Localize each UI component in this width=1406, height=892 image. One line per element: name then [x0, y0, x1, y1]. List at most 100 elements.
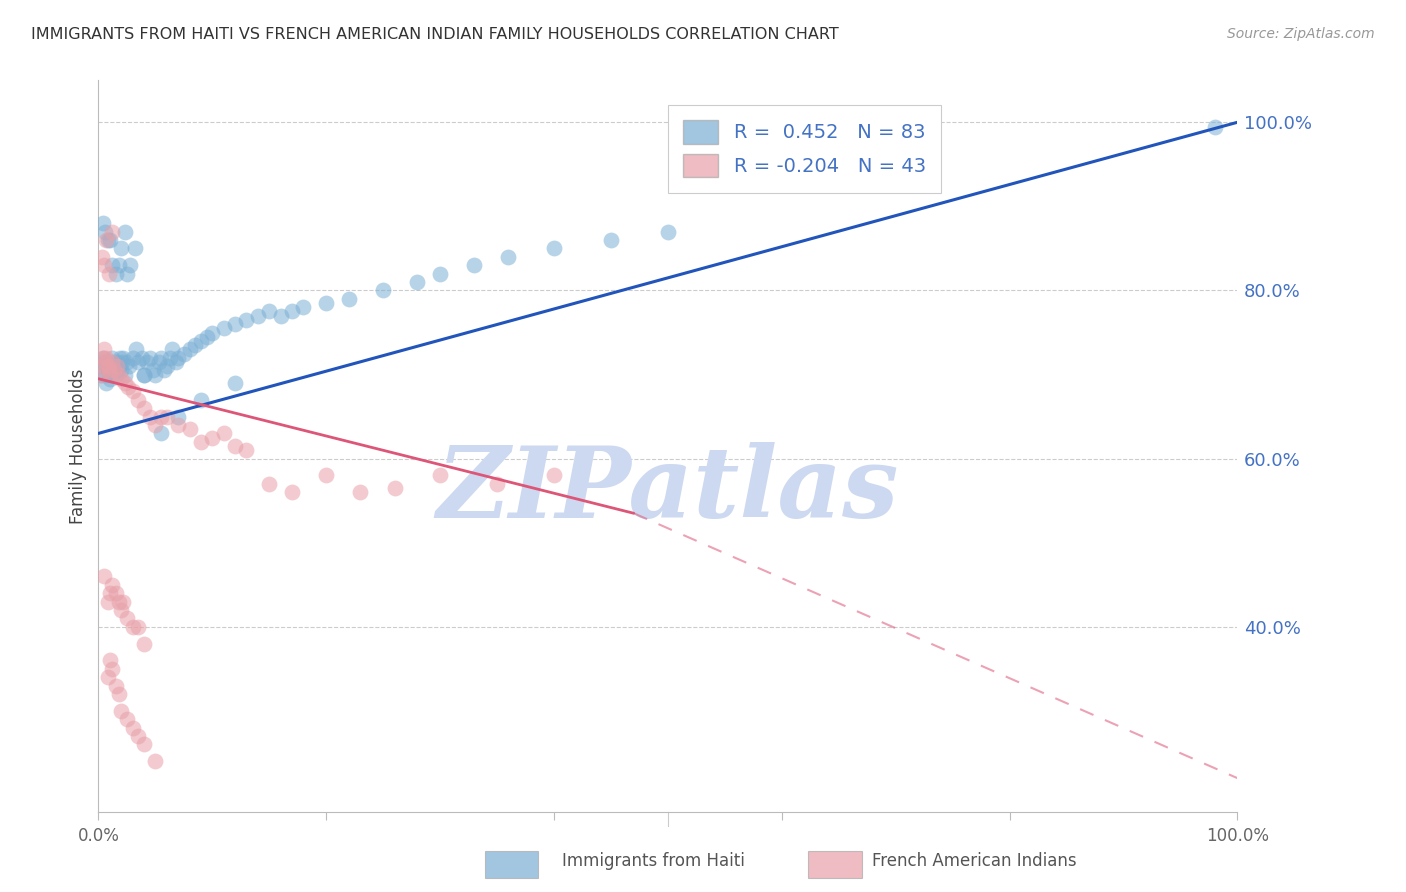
Point [235, 443, 257, 458]
Point [96, 351, 118, 365]
Point [93, 343, 115, 357]
Point [270, 309, 292, 323]
Point [224, 317, 246, 331]
Point [96, 376, 118, 390]
Point [90, 250, 112, 264]
Point [94, 225, 117, 239]
Point [114, 368, 136, 382]
Point [337, 292, 360, 306]
Point [156, 359, 179, 373]
Point [111, 355, 134, 369]
Point [136, 355, 159, 369]
Point [101, 578, 124, 592]
Point [246, 309, 269, 323]
Point [93, 355, 115, 369]
Point [108, 368, 131, 382]
Point [98, 653, 121, 667]
Point [101, 351, 124, 365]
Point [657, 225, 679, 239]
Point [132, 636, 155, 650]
Point [543, 242, 565, 256]
Point [162, 343, 184, 357]
Point [201, 431, 224, 445]
Point [153, 363, 176, 377]
Point [371, 284, 394, 298]
Point [115, 611, 138, 625]
Point [110, 363, 132, 377]
Point [150, 409, 173, 424]
Point [108, 351, 131, 365]
Point [224, 376, 246, 390]
Point [93, 258, 115, 272]
Point [179, 343, 201, 357]
Y-axis label: Family Households: Family Households [69, 368, 87, 524]
Point [108, 687, 131, 701]
Point [121, 620, 143, 634]
Point [98, 233, 121, 247]
Point [127, 392, 149, 407]
Point [114, 376, 136, 390]
Point [115, 712, 138, 726]
Point [94, 368, 117, 382]
Point [167, 351, 190, 365]
Point [91, 351, 114, 365]
Point [103, 363, 125, 377]
Point [190, 392, 212, 407]
Point [145, 368, 167, 382]
Point [121, 384, 143, 399]
Point [259, 304, 281, 318]
Point [132, 738, 155, 752]
Point [212, 426, 235, 441]
Point [184, 338, 207, 352]
Point [108, 258, 131, 272]
Point [132, 368, 155, 382]
Point [167, 417, 190, 432]
Point [173, 346, 195, 360]
Point [132, 368, 155, 382]
Point [103, 363, 125, 377]
Point [406, 275, 429, 289]
Point [112, 594, 135, 608]
Point [96, 359, 118, 373]
Point [259, 476, 281, 491]
Text: IMMIGRANTS FROM HAITI VS FRENCH AMERICAN INDIAN FAMILY HOUSEHOLDS CORRELATION CH: IMMIGRANTS FROM HAITI VS FRENCH AMERICAN… [31, 27, 839, 42]
Point [114, 225, 136, 239]
Point [105, 359, 128, 373]
Point [90, 368, 112, 382]
Point [463, 258, 485, 272]
Point [543, 468, 565, 483]
Point [115, 355, 138, 369]
Point [98, 372, 121, 386]
Point [132, 401, 155, 416]
Point [281, 485, 304, 500]
Point [156, 409, 179, 424]
Point [103, 359, 125, 373]
Point [486, 476, 509, 491]
Point [97, 363, 120, 377]
Text: French American Indians: French American Indians [872, 852, 1077, 870]
Point [108, 594, 131, 608]
Point [101, 258, 124, 272]
Point [167, 409, 190, 424]
Point [124, 242, 146, 256]
Point [1204, 120, 1226, 134]
Point [159, 351, 181, 365]
Point [117, 380, 139, 394]
Point [138, 409, 160, 424]
Point [112, 351, 135, 365]
Point [110, 372, 132, 386]
Point [91, 216, 114, 230]
Point [150, 351, 173, 365]
Point [201, 326, 224, 340]
Point [98, 368, 121, 382]
Point [108, 359, 131, 373]
Point [384, 481, 406, 495]
Point [96, 594, 118, 608]
Point [97, 267, 120, 281]
Point [121, 351, 143, 365]
Point [148, 355, 170, 369]
Point [235, 313, 257, 327]
Point [107, 363, 129, 377]
Point [118, 359, 141, 373]
Point [91, 351, 114, 365]
